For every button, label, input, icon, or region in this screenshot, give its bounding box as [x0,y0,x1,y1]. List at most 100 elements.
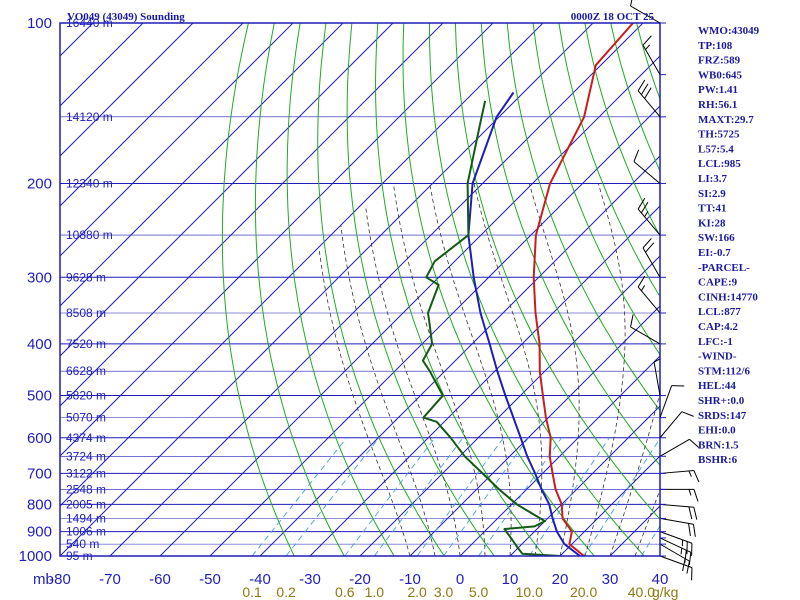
isotherm-line [109,23,644,556]
wind-barb [637,275,666,314]
index-item: SHR+:0.0 [698,395,745,407]
wind-barb-staff [659,543,690,562]
height-label: 4374 m [66,431,106,445]
wind-barb [659,411,694,439]
plot-frame [59,22,661,557]
dry-adiabat-line [558,23,660,298]
index-item: LCL:985 [698,158,741,170]
isotherm-line [60,23,544,507]
wind-barb-feather [689,438,700,449]
index-item: RH:56.1 [698,99,737,111]
wind-barb-feather [644,87,652,99]
wind-barb-staff [633,161,661,184]
height-label: 540 m [66,537,99,551]
dry-adiabat-line [346,23,495,556]
wind-barbs [630,0,700,581]
sounding-lines [421,23,634,556]
pressure-tick-label: 800 [27,496,52,513]
wind-barb-feather [684,550,687,563]
height-label: 2005 m [66,497,106,511]
chart-time: 0000Z 18 OCT 25 [571,11,655,23]
index-item: HEL:44 [698,380,736,392]
wind-barb-staff [642,247,661,278]
mixing-ratio-label: 1.0 [365,584,385,600]
height-label: 10880 m [66,228,113,242]
height-label: 5070 m [66,411,106,425]
moist-adiabat-line [393,183,486,556]
moist-adiabat-line [528,183,580,556]
wind-barb-half-feather [688,470,692,477]
isotherm-line [409,305,660,556]
isotherm-line [309,205,660,556]
height-label: 5820 m [66,389,106,403]
moist-adiabat-line [318,248,411,556]
index-item: TH:5725 [698,129,740,141]
wind-barb-staff [630,326,661,345]
wind-barb-feather [630,314,634,327]
wind-barb-feather [640,201,649,214]
wind-barb-half-feather [644,211,649,217]
index-item: WB0:645 [698,69,743,81]
pressure-tick-label: 600 [27,430,52,447]
mixing-ratio-label: 2.0 [407,584,427,600]
wind-barb [659,438,700,457]
isotherm-line [60,23,594,556]
wind-barb-feather [633,149,640,162]
wind-barb-feather [693,489,699,502]
mixing-ratio-label: 0.2 [276,584,296,600]
isotherm-line [509,405,660,556]
wind-barb-half-feather [680,548,683,555]
pressure-tick-label: 300 [27,269,52,286]
temperature-tick-label: -40 [249,571,271,588]
x-unit-label: mb [33,571,54,588]
isotherm-line [60,23,194,157]
wind-barb [630,0,666,24]
stability-indices: WMO:43049 TP:108 FRZ:589 WB0:645 PW:1.41 RH:5… [698,25,760,466]
index-item: -WIND- [698,351,737,363]
temperature-tick-label: 30 [602,571,619,588]
index-item: BSHR:6 [698,454,738,466]
height-label: 1006 m [66,525,106,539]
chart-grid [60,23,660,556]
mixing-ratio-label: 3.0 [434,584,454,600]
wind-barb [642,238,666,278]
wind-barb-staff [659,411,683,439]
dry-adiabat-line [429,23,645,556]
isotherm-line [60,23,444,407]
wind-barb-staff [659,438,690,457]
wind-barb [633,149,666,184]
isotherm-line [60,23,394,357]
wind-barb-feather [645,242,655,253]
pressure-tick-label: 500 [27,388,52,405]
wind-barb-feather [686,561,690,574]
temperature-trace [532,23,634,556]
index-item: L57:5.4 [698,143,734,155]
dry-adiabat-line [286,23,395,556]
temperature-tick-label: -50 [199,571,221,588]
mixing-ratio-label: 10.0 [516,584,543,600]
wind-barb-staff [642,44,661,75]
mixing-ratio-label: 40.0 [628,584,655,600]
moist-adiabat-line [584,183,626,556]
wind-barb-staff [637,286,661,314]
dry-adiabat-line [480,23,660,467]
temperature-tick-label: 0 [456,571,464,588]
height-label: 16440 m [66,16,113,30]
mixing-ratio-label: 0.6 [335,584,355,600]
height-label: 1494 m [66,511,106,525]
temperature-tick-label: -10 [399,571,421,588]
wind-barb-feather [692,524,696,537]
height-label: 3122 m [66,466,106,480]
wind-barb-feather [688,506,693,520]
wind-barb-feather [681,411,694,417]
pressure-tick-label: 900 [27,524,52,541]
index-item: FRZ:589 [698,55,741,67]
wind-barb-half-feather [688,489,692,496]
mixing-ratio-line [344,437,436,556]
isotherm-line [60,23,294,257]
mixing-ratio-line [640,525,660,556]
mixing-ratio-label: 0.1 [242,584,262,600]
mixing-ratio-line [373,437,464,556]
height-label: 6628 m [66,364,106,378]
